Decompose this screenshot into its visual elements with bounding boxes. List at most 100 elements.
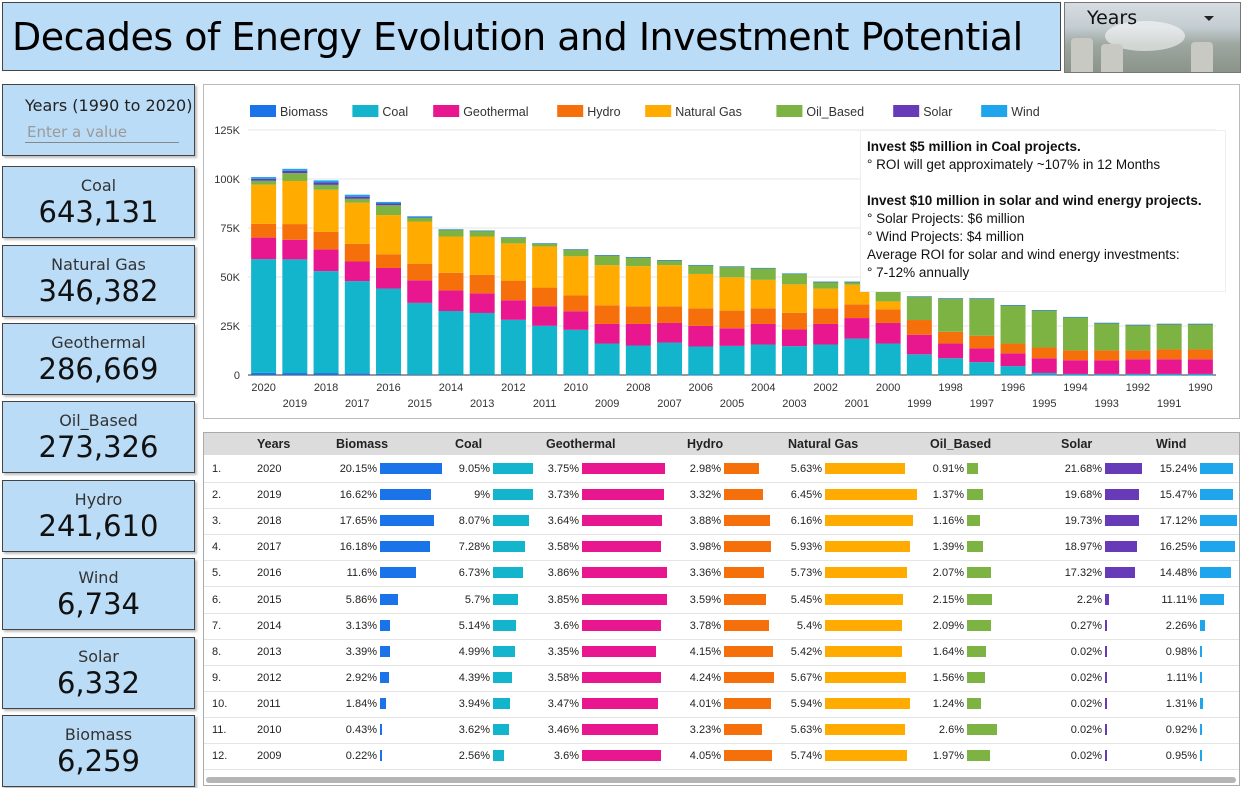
table-row[interactable]: 7. 2014 3.13% 5.14% 3.6% 3.78% 5.4% 2.09% 0.27% 2…	[204, 613, 1239, 640]
percent-bar	[724, 515, 770, 527]
bar-segment	[969, 362, 995, 375]
table-row[interactable]: 11. 2010 0.43% 3.62% 3.46% 3.23% 5.63% 2.6% 0.02…	[204, 717, 1239, 744]
year-range-input[interactable]	[25, 122, 179, 143]
x-tick-label: 2007	[657, 398, 681, 410]
x-tick-label: 2013	[470, 398, 494, 410]
percent-value: 1.11%	[1166, 671, 1197, 684]
bar-segment	[282, 170, 308, 174]
percent-value: 3.88%	[689, 515, 721, 528]
x-tick-label: 2009	[595, 398, 619, 410]
bar-segment	[625, 257, 651, 267]
row-year: 2013	[257, 645, 282, 658]
column-header[interactable]: Hydro	[687, 437, 724, 451]
bar-segment	[532, 374, 558, 376]
percent-bar	[582, 697, 659, 709]
column-header[interactable]: Coal	[455, 437, 483, 451]
table-row[interactable]: 8. 2013 3.39% 4.99% 3.35% 4.15% 5.42% 1.64% 0.02…	[204, 639, 1239, 666]
bar-segment	[625, 266, 651, 307]
bar-segment	[969, 298, 995, 299]
bar-segment	[969, 374, 995, 376]
column-header[interactable]: Natural Gas	[788, 437, 859, 451]
bar-segment	[500, 374, 526, 376]
percent-value: 5.7%	[464, 593, 490, 606]
table-row[interactable]: 6. 2015 5.86% 5.7% 3.85% 3.59% 5.45% 2.15% 2.2% 1…	[204, 587, 1239, 614]
percent-bar	[493, 697, 511, 709]
bar-segment	[594, 255, 620, 256]
percent-bar	[825, 567, 907, 579]
bar-segment	[688, 308, 714, 326]
table-row[interactable]: 5. 2016 11.6% 6.73% 3.86% 3.36% 5.73% 2.07% 17.3…	[204, 560, 1239, 588]
row-year: 2009	[257, 750, 282, 763]
row-index: 9.	[212, 671, 222, 684]
bar-segment	[657, 265, 683, 307]
bar-segment	[1062, 374, 1088, 376]
percent-bar	[582, 489, 665, 501]
percent-value: 7.28%	[458, 541, 490, 554]
percent-value: 18.97%	[1064, 541, 1102, 554]
bar-segment	[282, 224, 308, 240]
investment-line: ° ROI will get approximately ~107% in 12…	[867, 157, 1161, 172]
bar-segment	[532, 243, 558, 244]
table-row[interactable]: 3. 2018 17.65% 8.07% 3.64% 3.88% 6.16% 1.16% 19.…	[204, 508, 1239, 536]
bar-segment	[469, 230, 495, 237]
table-header: Years Biomass Coal Geothermal Hydro Natural G…	[204, 433, 1239, 455]
bar-segment	[1031, 374, 1057, 376]
percent-value: 0.43%	[345, 724, 377, 736]
percent-value: 15.24%	[1159, 463, 1197, 475]
bar-segment	[500, 280, 526, 301]
bar-segment	[313, 249, 339, 272]
percent-value: 2.6%	[938, 724, 964, 736]
bar-segment	[938, 298, 964, 299]
bar-segment	[844, 281, 870, 283]
investment-heading-renewables: Invest $10 million in solar and wind ene…	[867, 193, 1202, 208]
x-tick-label: 2010	[564, 382, 588, 394]
bar-segment	[781, 329, 807, 347]
percent-value: 2.92%	[345, 671, 377, 684]
bar-segment	[469, 312, 495, 375]
column-header[interactable]: Years	[257, 437, 291, 451]
percent-bar	[582, 541, 661, 553]
x-tick-label: 2016	[376, 382, 400, 394]
row-index: 1.	[212, 463, 222, 475]
chevron-down-icon[interactable]	[1204, 16, 1214, 21]
percent-bar	[724, 671, 774, 683]
bar-segment	[906, 374, 932, 376]
percent-bar	[493, 463, 533, 474]
percent-bar	[1200, 463, 1233, 474]
table-row[interactable]: 2. 2019 16.62% 9% 3.73% 3.32% 6.45% 1.37% 19.68%…	[204, 482, 1239, 510]
bar-segment	[1094, 322, 1120, 324]
bar-segment	[469, 274, 495, 294]
bar-segment	[1062, 316, 1088, 318]
column-header[interactable]: Wind	[1156, 437, 1187, 451]
percent-bar	[493, 567, 523, 579]
years-dropdown[interactable]: Years	[1064, 2, 1241, 73]
column-header[interactable]: Biomass	[336, 437, 389, 451]
bar-segment	[1156, 323, 1182, 350]
table-row[interactable]: 9. 2012 2.92% 4.39% 3.58% 4.24% 5.67% 1.56% 0.02…	[204, 665, 1239, 692]
table-row[interactable]: 1. 2020 20.15% 9.05% 3.75% 2.98% 5.63% 0.91% 21.…	[204, 456, 1239, 483]
column-header[interactable]: Solar	[1061, 437, 1093, 451]
bar-segment	[657, 260, 683, 266]
y-tick-label: 100K	[214, 174, 240, 186]
bar-segment	[906, 354, 932, 375]
scorecard-label: Geothermal	[51, 333, 146, 352]
horizontal-scrollbar[interactable]	[206, 777, 1236, 783]
column-header[interactable]: Oil_Based	[930, 437, 992, 451]
cooling-tower-image	[1071, 38, 1093, 72]
row-index: 2.	[212, 489, 222, 502]
table-row[interactable]: 4. 2017 16.18% 7.28% 3.58% 3.98% 5.93% 1.39% 18.…	[204, 534, 1239, 562]
bar-segment	[781, 273, 807, 285]
table-row[interactable]: 12. 2009 0.22% 2.56% 3.6% 4.05% 5.74% 1.97% 0.02…	[204, 743, 1239, 771]
column-header[interactable]: Geothermal	[546, 437, 616, 451]
x-tick-label: 2011	[533, 398, 557, 410]
percent-value: 3.39%	[345, 645, 377, 658]
bar-segment	[407, 217, 433, 222]
x-tick-label: 2002	[813, 382, 837, 394]
bar-segment	[313, 182, 339, 185]
table-row[interactable]: 10. 2011 1.84% 3.94% 3.47% 4.01% 5.94% 1.24% 0.0…	[204, 691, 1239, 718]
percent-bar	[1200, 515, 1237, 527]
legend-label: Natural Gas	[675, 105, 742, 119]
percent-bar	[1105, 593, 1109, 605]
bar-segment	[532, 287, 558, 307]
bar-segment	[376, 267, 402, 289]
